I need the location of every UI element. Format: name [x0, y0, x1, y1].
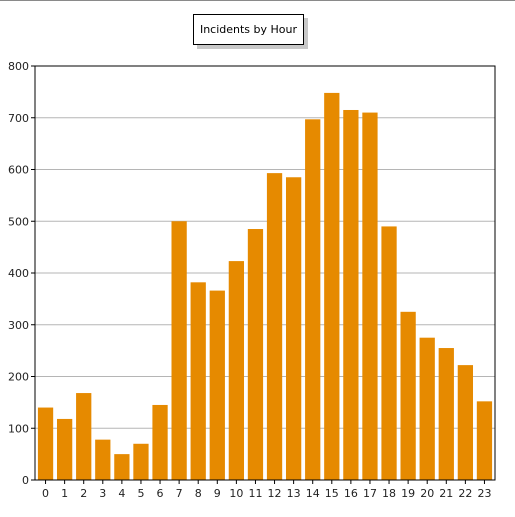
y-tick-label: 400 [8, 267, 29, 280]
bars [37, 92, 493, 481]
bar-hour-14 [305, 119, 321, 481]
gridlines [35, 117, 495, 429]
bar-hour-11 [247, 229, 264, 480]
x-tick-label: 7 [176, 487, 183, 500]
bar-hour-6 [152, 404, 168, 480]
top-border [0, 0, 515, 1]
bar-hour-7 [171, 221, 187, 480]
x-tick-label: 20 [420, 487, 434, 500]
x-tick-label: 9 [214, 487, 221, 500]
bar-hour-13 [285, 177, 302, 480]
x-tick-label: 11 [248, 487, 262, 500]
y-tick-label: 100 [8, 422, 29, 435]
bar-hour-23 [476, 401, 493, 480]
bar-hour-5 [133, 443, 149, 480]
x-tick-label: 13 [287, 487, 301, 500]
x-tick-label: 14 [306, 487, 320, 500]
y-tick-label: 800 [8, 60, 29, 73]
x-tick-label: 23 [477, 487, 491, 500]
y-tick-label: 600 [8, 164, 29, 177]
y-tick-label: 0 [22, 474, 29, 487]
bar-hour-22 [457, 365, 474, 480]
x-tick-label: 19 [401, 487, 415, 500]
x-tick-label: 21 [439, 487, 453, 500]
bar-hour-17 [362, 112, 378, 480]
bar-hour-8 [190, 282, 206, 480]
y-tick-label: 500 [8, 215, 29, 228]
x-tick-label: 1 [61, 487, 68, 500]
bar-hour-10 [228, 261, 245, 480]
x-tick-label: 4 [118, 487, 125, 500]
bar-hour-9 [209, 290, 225, 480]
x-tick-label: 15 [325, 487, 339, 500]
y-tick-label: 300 [8, 319, 29, 332]
x-tick-label: 12 [268, 487, 282, 500]
bar-hour-20 [419, 337, 435, 480]
bar-hour-12 [266, 173, 283, 480]
x-tick-label: 16 [344, 487, 358, 500]
chart-title: Incidents by Hour [193, 14, 304, 45]
y-axis-ticks: 0 100 200 300 400 500 600 700 800 [8, 60, 35, 487]
bar-hour-0 [37, 407, 54, 480]
y-tick-label: 200 [8, 371, 29, 384]
x-tick-label: 5 [137, 487, 144, 500]
x-axis-ticks: 0 1 2 3 4 5 6 7 8 9 10 11 12 13 14 15 16 17 18 19 20 21 22 23 [42, 480, 491, 500]
x-tick-label: 17 [363, 487, 377, 500]
x-tick-label: 10 [229, 487, 243, 500]
x-tick-label: 3 [99, 487, 106, 500]
bar-hour-4 [114, 454, 130, 480]
y-tick-label: 700 [8, 112, 29, 125]
bar-hour-16 [343, 109, 359, 481]
x-tick-label: 22 [458, 487, 472, 500]
bar-hour-21 [438, 348, 454, 480]
bar-hour-15 [324, 92, 340, 480]
bar-hour-19 [400, 311, 416, 480]
bar-hour-3 [95, 439, 111, 480]
x-tick-label: 6 [157, 487, 164, 500]
bar-hour-2 [76, 393, 92, 480]
bar-hour-1 [56, 418, 73, 480]
x-tick-label: 18 [382, 487, 396, 500]
x-tick-label: 2 [80, 487, 87, 500]
x-tick-label: 8 [195, 487, 202, 500]
bar-hour-18 [381, 226, 397, 480]
x-tick-label: 0 [42, 487, 49, 500]
